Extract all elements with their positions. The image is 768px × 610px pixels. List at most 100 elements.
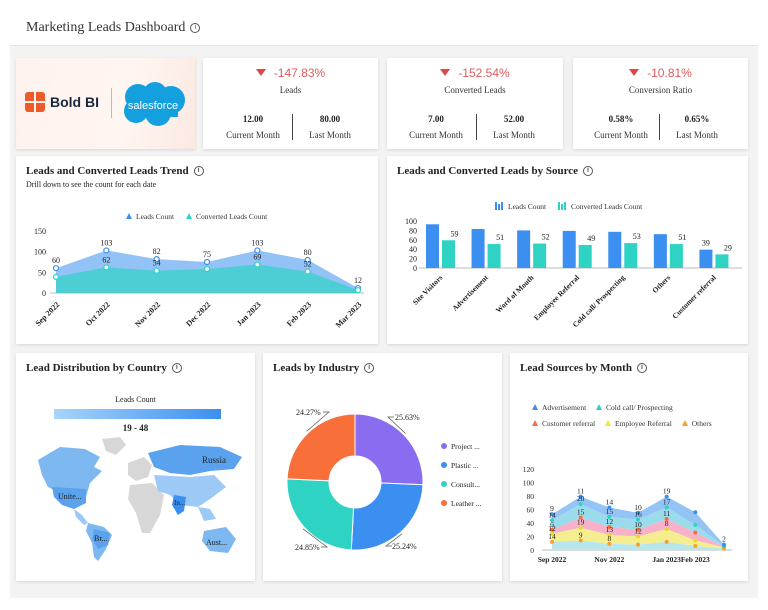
- legend-dot-icon: [441, 500, 447, 506]
- data-point: [664, 505, 669, 510]
- legend-item[interactable]: Advertisement: [532, 403, 586, 412]
- trend-chart[interactable]: 0 50 100 150 60 103 82 75 103 80 12 62 54 69 52 Sep 202…: [16, 156, 378, 344]
- x-tick-label: Sep 2022: [538, 555, 567, 564]
- legend-item[interactable]: Project ...: [441, 437, 483, 456]
- down-arrow-icon: [255, 69, 266, 76]
- info-icon[interactable]: i: [364, 363, 375, 374]
- legend-dot-icon: [441, 443, 447, 449]
- y-tick-label: 100: [34, 248, 46, 257]
- data-label: 12: [606, 517, 614, 526]
- legend-item[interactable]: Others: [681, 419, 712, 428]
- legend-item[interactable]: Leads Count: [126, 212, 174, 221]
- stack-area: [552, 504, 724, 547]
- stack-area: [552, 517, 724, 548]
- dashboard-canvas: Bold BI salesforce -147.83% Leads 12.00 C…: [10, 46, 758, 598]
- boldbi-wordmark: Bold BI: [50, 94, 99, 110]
- kpi-card-leads[interactable]: -147.83% Leads 12.00 Current Month 80.00 L…: [203, 58, 378, 149]
- x-tick-label: Advertisement: [450, 273, 490, 313]
- map-label-brazil: Br...: [94, 534, 108, 543]
- data-point: [636, 534, 640, 539]
- data-label: 14: [548, 532, 556, 541]
- x-tick-label: Site Visitors: [411, 273, 445, 307]
- bar-leads: [653, 234, 667, 268]
- legend-item[interactable]: Customer referral: [532, 419, 595, 428]
- legend-item[interactable]: Leads Count: [495, 202, 546, 211]
- data-label: 2: [722, 535, 726, 544]
- info-icon[interactable]: i: [190, 22, 201, 33]
- x-tick-label: Jan 2023: [652, 555, 681, 564]
- y-tick-label: 150: [34, 227, 46, 236]
- data-point: [52, 273, 60, 280]
- data-point: [254, 261, 261, 268]
- legend-converted-icon: [186, 213, 192, 219]
- data-point: [550, 531, 554, 536]
- bar-label: 53: [633, 232, 641, 241]
- industry-donut-chart[interactable]: 25.63% 25.24% 24.85% 24.27%: [263, 353, 502, 581]
- logo-card: Bold BI salesforce: [16, 58, 195, 149]
- data-point: [607, 514, 612, 519]
- legend-dot-icon: [441, 462, 447, 468]
- bar-label: 51: [496, 233, 504, 242]
- legend-item[interactable]: Converted Leads Count: [186, 212, 267, 221]
- world-map[interactable]: Russia Unite... Br... Aust... In...: [30, 435, 244, 563]
- page-title: Marketing Leads Dashboard i: [26, 20, 201, 36]
- data-point: [550, 512, 554, 517]
- legend-item[interactable]: Converted Leads Count: [558, 202, 642, 211]
- data-point: [103, 264, 110, 271]
- card-title: Leads by Industry i: [273, 362, 375, 374]
- salesforce-wordmark: salesforce: [128, 100, 178, 112]
- y-tick-label: 80: [527, 492, 535, 501]
- info-icon[interactable]: i: [636, 363, 647, 374]
- map-region-india: [172, 495, 186, 515]
- legend-item[interactable]: Plastic ...: [441, 456, 483, 475]
- chart-legend: Advertisement Cold call/ Prospecting Cus…: [532, 400, 742, 432]
- data-label: 6: [550, 520, 554, 529]
- map-label-india: In...: [174, 499, 185, 507]
- data-point: [664, 494, 669, 499]
- legend-item[interactable]: Employee Referral: [604, 419, 672, 428]
- bar-converted: [487, 244, 501, 268]
- info-icon[interactable]: i: [193, 166, 204, 177]
- legend-item[interactable]: Leather ...: [441, 494, 483, 513]
- data-point: [304, 256, 311, 264]
- data-point: [550, 539, 554, 544]
- data-point: [354, 287, 362, 294]
- data-label: 69: [253, 252, 261, 261]
- data-label: 13: [606, 525, 614, 534]
- data-point: [103, 247, 110, 254]
- data-point: [203, 258, 211, 266]
- data-label: 11: [663, 509, 670, 518]
- legend-item[interactable]: Cold call/ Prospecting: [596, 403, 673, 412]
- logo-divider: [111, 88, 112, 118]
- y-tick-label: 0: [42, 289, 46, 298]
- y-tick-label: 0: [530, 546, 534, 555]
- source-card: Leads and Converted Leads by Source i Lea…: [387, 156, 748, 344]
- map-region-se-asia: [198, 507, 216, 521]
- data-point: [693, 543, 698, 548]
- kpi-current: 7.00 Current Month: [409, 114, 463, 140]
- data-point: [664, 527, 669, 532]
- map-legend-gradient: [54, 409, 221, 419]
- legend-item[interactable]: Consult...: [441, 475, 483, 494]
- kpi-card-ratio[interactable]: -10.81% Conversion Ratio 0.58% Current Mo…: [573, 58, 748, 149]
- series-area-1: [56, 264, 358, 293]
- card-title: Lead Distribution by Country i: [26, 362, 182, 374]
- info-icon[interactable]: i: [171, 363, 182, 374]
- data-label: 11: [577, 487, 584, 496]
- info-icon[interactable]: i: [583, 166, 594, 177]
- x-tick-label: Nov 2022: [133, 300, 162, 329]
- country-card: Lead Distribution by Country i Leads Coun…: [16, 353, 255, 581]
- donut-leader-line: [384, 533, 403, 547]
- map-region-australia: [202, 527, 236, 553]
- map-region-asia: [154, 475, 226, 507]
- data-label: 12: [548, 524, 556, 533]
- legend-icon: [532, 404, 538, 410]
- kpi-last: 80.00 Last Month: [309, 114, 351, 140]
- kpi-card-converted[interactable]: -152.54% Converted Leads 7.00 Current Mon…: [387, 58, 563, 149]
- donut-leader-line: [387, 416, 406, 434]
- data-point: [203, 265, 211, 273]
- map-region-usa: [52, 487, 86, 509]
- x-tick-label: Mar 2023: [334, 300, 364, 330]
